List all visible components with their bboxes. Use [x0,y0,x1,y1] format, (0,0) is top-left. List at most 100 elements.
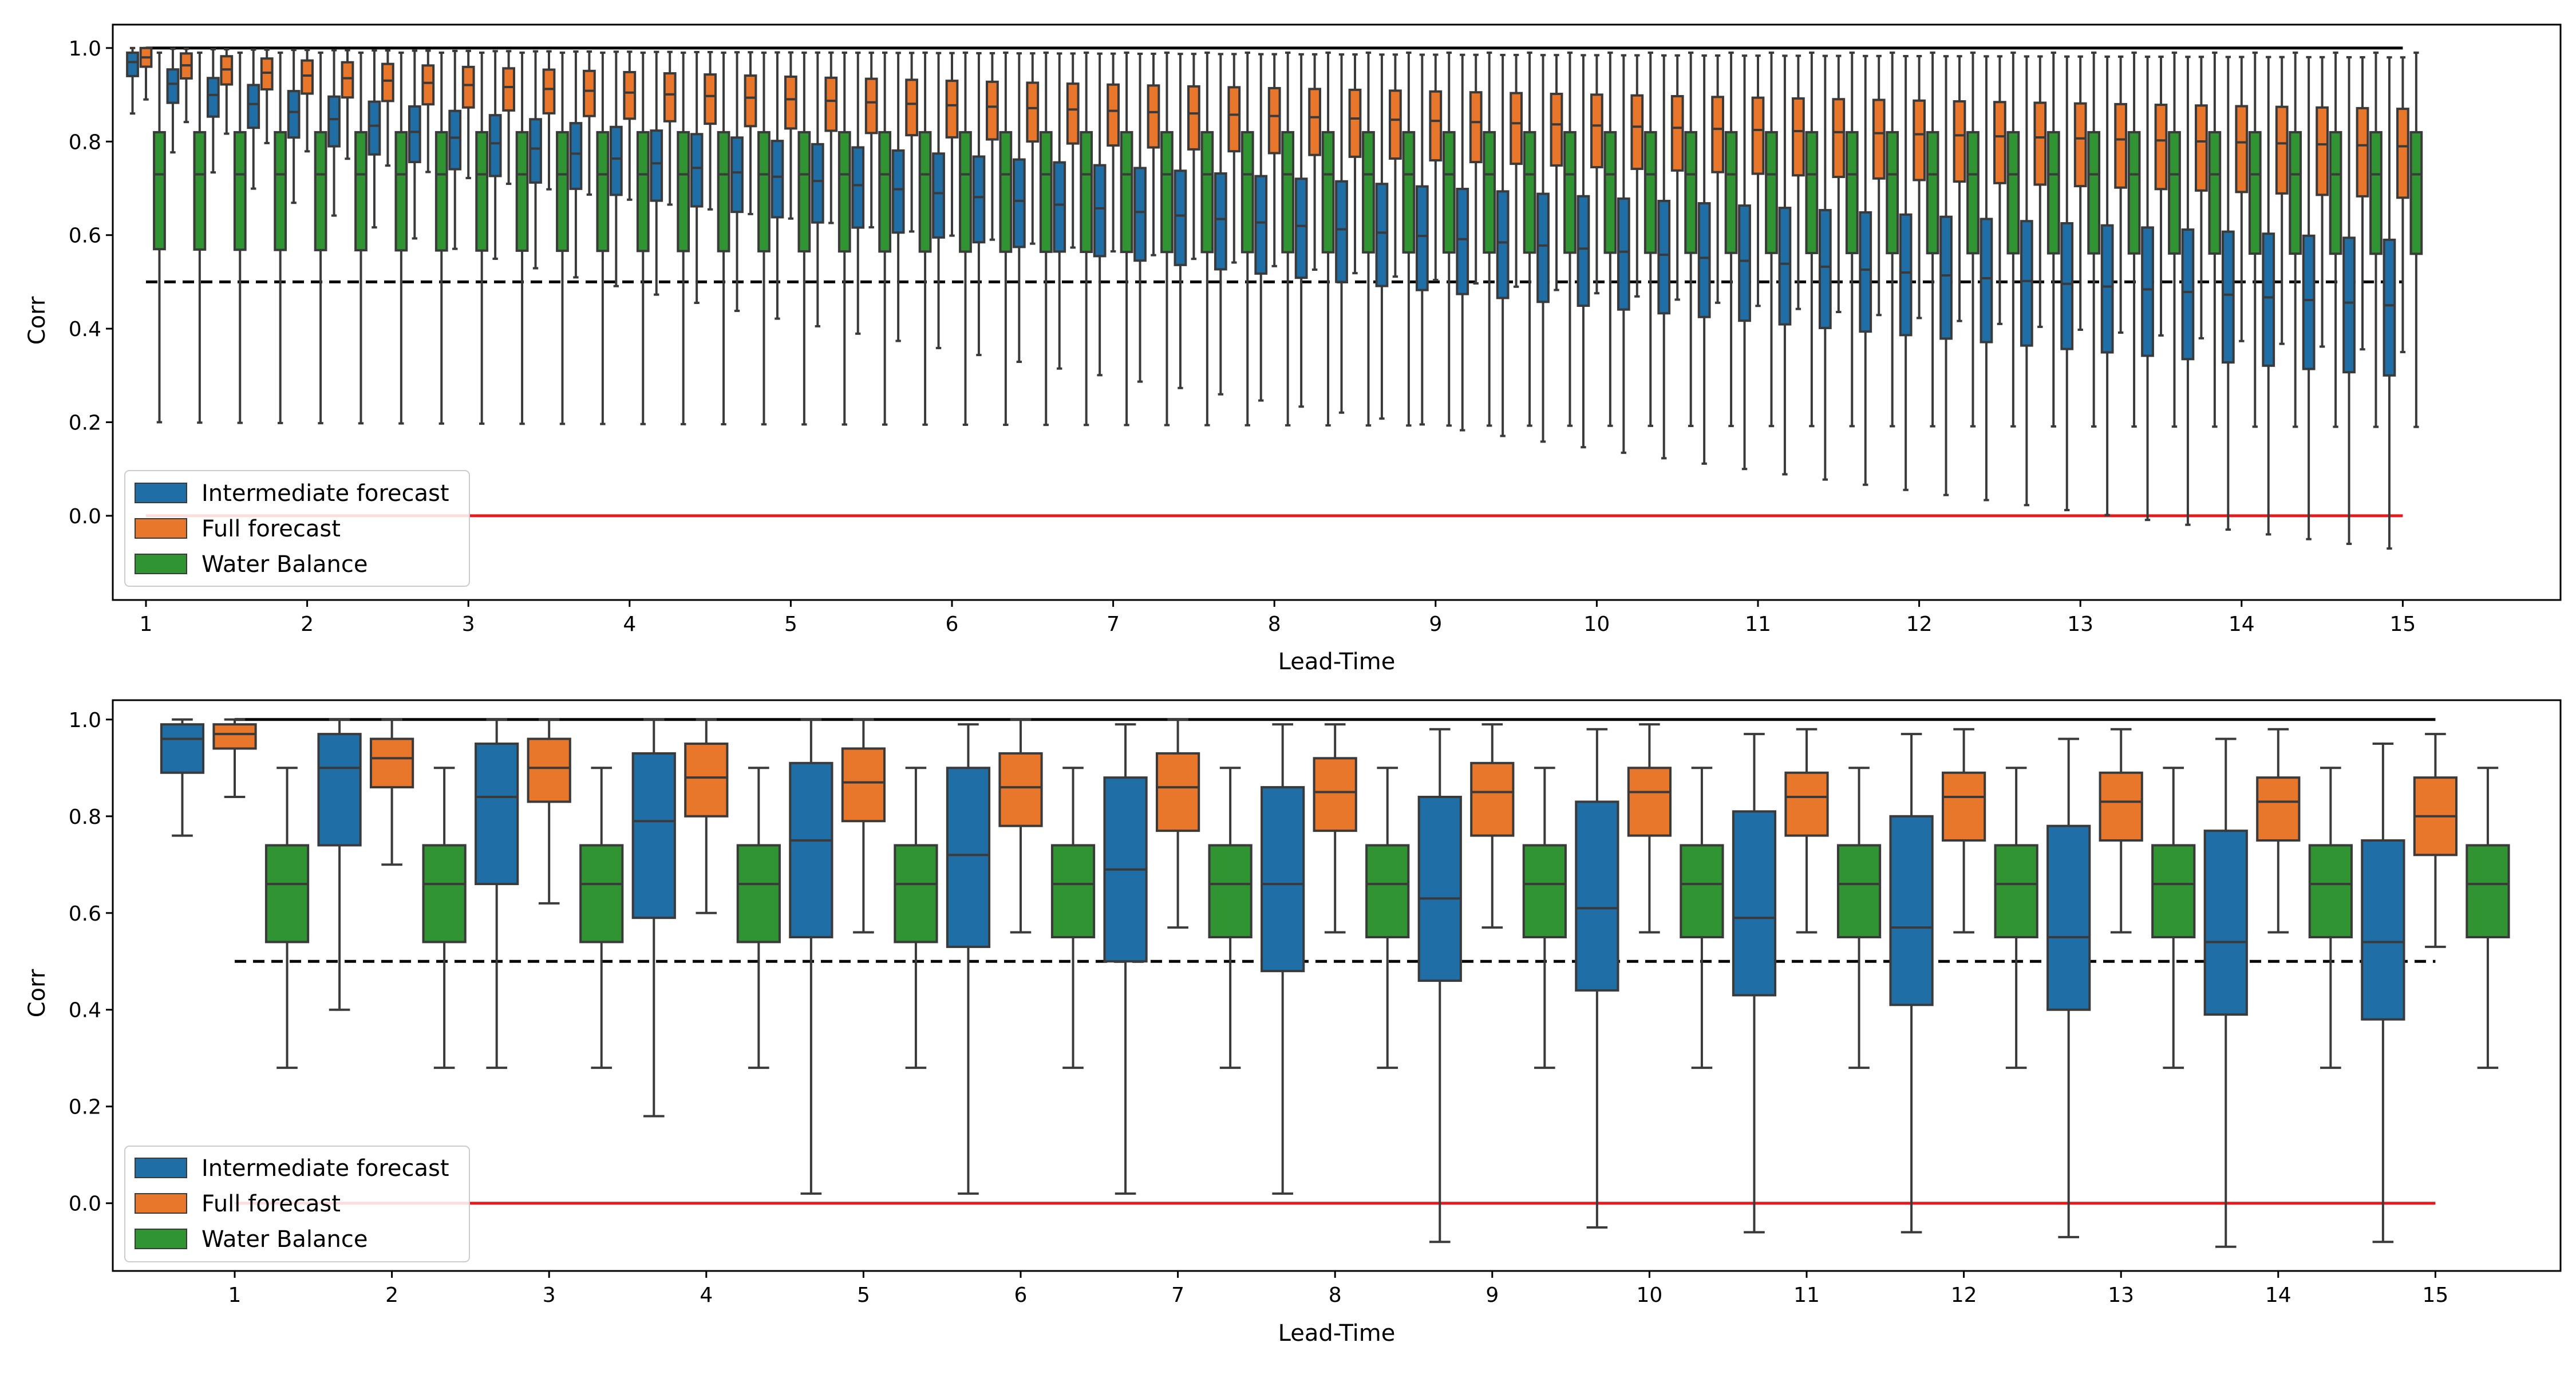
top-box-full [461,49,475,180]
top-box-intermediate [1294,53,1308,408]
top-box-water [918,52,932,426]
bottom-box-full [1941,728,1986,934]
top-box-intermediate [1536,54,1550,443]
top-box-water [2127,52,2141,428]
top-box-water-box [193,131,207,251]
top-box-water [837,52,851,426]
top-box-full-box [945,80,959,139]
top-box-intermediate-box [2141,226,2154,357]
top-box-full-box [1670,95,1684,172]
top-box-intermediate [2302,56,2316,540]
bottom-box-water [264,767,310,1069]
top-box-full-box [2275,105,2289,195]
top-box-water-box [2248,131,2262,255]
top-box-intermediate [1738,54,1751,471]
top-box-intermediate-box [1738,204,1751,322]
top-box-intermediate [488,50,502,260]
top-box-intermediate-box [1012,158,1026,248]
top-box-full-box [986,80,999,141]
x-tick-label: 8 [1268,613,1281,636]
top-box-water-box [1643,131,1657,254]
top-box-water-box [2087,131,2101,255]
top-box-water-box [1240,131,1254,254]
top-box-water [757,52,771,426]
top-box-water [1080,52,1093,427]
top-box-full [421,49,435,173]
top-box-water [1362,52,1375,427]
top-box-intermediate-box [730,136,744,214]
top-box-water [1402,52,1416,427]
y-tick-label: 1.0 [69,37,101,61]
top-box-water-box [1321,131,1335,254]
bottom-box-full-box [1470,761,1515,837]
bottom-box-water [2466,767,2510,1069]
top-box-water [999,52,1013,427]
x-tick-label: 1 [228,1284,242,1307]
top-box-full [704,50,717,211]
bottom-box-intermediate-box [1732,810,1777,997]
top-box-full [583,50,596,196]
top-box-water [1240,52,1254,427]
top-box-water-box [1442,131,1456,254]
bottom-box-intermediate-box [1889,815,1934,1006]
top-box-intermediate-box [166,68,180,104]
top-box-intermediate [2060,55,2074,511]
top-box-intermediate-box [126,52,139,77]
top-box-full [1670,54,1684,301]
top-box-full [1267,53,1281,267]
top-box-full [1832,54,1846,314]
top-box-intermediate [1335,53,1348,414]
bottom-box-intermediate-box [1575,800,1619,992]
top-box-water-box [999,131,1013,253]
bottom-box-intermediate [1417,728,1462,1243]
top-box-intermediate-box [1939,215,1953,340]
top-box-full-box [663,72,677,123]
top-box-intermediate-box [851,146,865,229]
bottom-box-intermediate [317,718,362,1011]
top-box-intermediate [247,48,260,190]
bottom-box-intermediate [1261,723,1305,1195]
bottom-box-intermediate [1103,723,1148,1195]
top-y-axis-ticks: 0.0 0.2 0.4 0.6 0.8 1.0 [69,37,113,528]
top-box-full [784,51,797,220]
top-box-intermediate [1375,53,1389,420]
top-box-intermediate [650,50,663,296]
top-box-full [2396,56,2409,353]
top-box-full [1550,54,1563,291]
bottom-box-full [684,718,729,914]
top-box-full [1510,53,1523,288]
bottom-box-intermediate-box [1261,786,1305,973]
top-box-full [1953,55,1966,322]
bottom-box-full [1470,723,1515,929]
top-box-intermediate [327,49,341,217]
top-box-full [542,50,556,191]
bottom-box-full [527,718,571,905]
top-box-water [677,52,690,425]
bottom-box-full [1313,723,1357,934]
top-box-intermediate [2100,55,2114,516]
top-box-full-box [824,76,838,132]
top-box-intermediate-box [1818,209,1832,329]
x-tick-label: 5 [857,1284,870,1307]
x-tick-label: 12 [1951,1284,1977,1307]
top-box-intermediate [1778,54,1792,476]
bottom-box-intermediate-box [946,767,991,948]
bottom-box-water [736,767,781,1069]
top-box-water [394,52,408,425]
top-box-full [341,49,354,160]
y-tick-label: 0.6 [69,902,101,926]
top-box-full-box [1832,98,1846,179]
bottom-box-full-box [1627,767,1672,837]
bottom-box-full [2256,728,2301,934]
top-box-intermediate-box [932,152,945,239]
top-box-water-box [1563,131,1577,254]
top-box-full-box [1550,92,1563,167]
top-box-water [2289,52,2302,428]
top-box-full-box [1187,85,1200,151]
top-box-water [1603,52,1617,427]
top-box-full-box [1792,97,1805,177]
top-box-full [220,48,234,135]
y-tick-label: 0.4 [69,999,101,1022]
top-box-full-box [1590,93,1603,169]
top-box-full-box [2073,102,2087,188]
